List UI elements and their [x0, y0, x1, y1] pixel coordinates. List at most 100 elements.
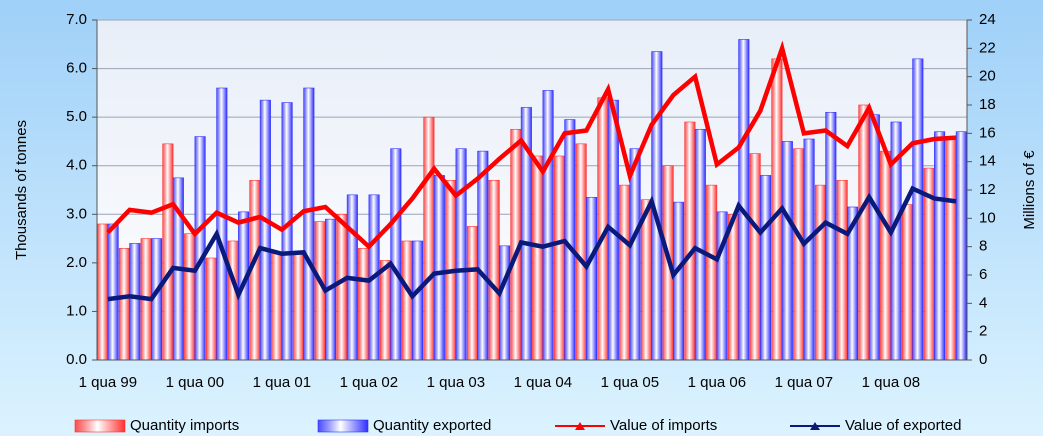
- bar: [803, 138, 815, 361]
- y2-tick-label: 10: [979, 209, 996, 226]
- y2-tick-label: 16: [979, 124, 996, 141]
- y2-tick-label: 0: [979, 351, 987, 368]
- legend-swatch: [317, 419, 369, 433]
- bar: [836, 179, 848, 361]
- bar: [336, 213, 348, 361]
- bar: [303, 87, 315, 361]
- bar: [781, 141, 793, 361]
- y2-tick-label: 12: [979, 181, 996, 198]
- y2-tick-label: 8: [979, 238, 987, 255]
- y2-tick-label: 22: [979, 39, 996, 56]
- bar: [793, 148, 805, 361]
- bar: [586, 196, 598, 361]
- bar: [912, 58, 924, 361]
- y2-tick-label: 24: [979, 11, 996, 28]
- x-tick-label: 1 qua 06: [688, 374, 746, 391]
- bar: [466, 226, 478, 361]
- y-tick-label: 7.0: [66, 11, 87, 28]
- bar: [532, 155, 544, 361]
- bar: [760, 175, 772, 361]
- bar: [162, 143, 174, 361]
- x-tick-label: 1 qua 08: [862, 374, 920, 391]
- bar: [694, 128, 706, 361]
- bar: [629, 148, 641, 361]
- bar: [684, 121, 696, 361]
- y-tick-label: 1.0: [66, 302, 87, 319]
- bar: [477, 150, 489, 361]
- legend-marker: [810, 422, 820, 430]
- y2-tick-label: 6: [979, 266, 987, 283]
- bar: [814, 184, 826, 361]
- bar: [259, 99, 271, 361]
- bar: [412, 240, 424, 361]
- x-tick-label: 1 qua 99: [79, 374, 137, 391]
- bar: [205, 257, 217, 361]
- y2-tick-label: 2: [979, 323, 987, 340]
- bar: [401, 240, 413, 361]
- bar: [868, 114, 880, 361]
- bar: [619, 184, 631, 361]
- legend-swatch: [74, 419, 126, 433]
- bar: [825, 111, 837, 361]
- x-tick-label: 1 qua 05: [601, 374, 659, 391]
- x-tick-label: 1 qua 00: [166, 374, 224, 391]
- plot-area: [97, 20, 967, 360]
- bar: [727, 213, 739, 361]
- bar: [455, 148, 467, 361]
- x-tick-label: 1 qua 03: [427, 374, 485, 391]
- bar: [129, 243, 141, 361]
- line-series: [106, 40, 957, 250]
- bar: [706, 184, 718, 361]
- y-tick-label: 0.0: [66, 351, 87, 368]
- bar: [216, 87, 228, 361]
- legend-label: Value of exported: [845, 417, 961, 434]
- y-tick-label: 2.0: [66, 254, 87, 271]
- bar: [945, 136, 957, 361]
- bar: [575, 143, 587, 361]
- y2-tick-label: 4: [979, 294, 987, 311]
- bar: [194, 136, 206, 361]
- bar: [423, 116, 435, 361]
- legend-label: Quantity imports: [130, 417, 239, 434]
- legend-marker: [575, 422, 585, 430]
- bar: [118, 247, 130, 361]
- bar: [880, 150, 892, 361]
- bar: [738, 39, 750, 361]
- bar: [542, 90, 554, 361]
- bar: [107, 223, 119, 361]
- bar: [858, 104, 870, 361]
- y-axis-title: Thousands of tonnes: [13, 120, 30, 260]
- bar: [271, 252, 283, 361]
- bar: [292, 252, 304, 361]
- y2-tick-label: 20: [979, 68, 996, 85]
- bar: [97, 223, 109, 361]
- y2-axis-title: Millions of €: [1021, 150, 1038, 230]
- y-tick-label: 4.0: [66, 157, 87, 174]
- y2-tick-label: 14: [979, 153, 996, 170]
- bar: [488, 179, 500, 361]
- bar: [390, 148, 402, 361]
- y2-tick-label: 18: [979, 96, 996, 113]
- bar: [553, 155, 565, 361]
- bar: [749, 153, 761, 361]
- bar: [184, 233, 196, 361]
- bar: [499, 245, 511, 361]
- x-tick-label: 1 qua 07: [775, 374, 833, 391]
- bar: [934, 131, 946, 361]
- legend-label: Value of imports: [610, 417, 717, 434]
- y-tick-label: 6.0: [66, 60, 87, 77]
- x-tick-label: 1 qua 01: [253, 374, 311, 391]
- bar: [379, 260, 391, 361]
- bar: [673, 201, 685, 361]
- bar: [358, 247, 370, 361]
- y-tick-label: 5.0: [66, 108, 87, 125]
- bar: [433, 175, 445, 361]
- legend-label: Quantity exported: [373, 417, 491, 434]
- bar: [227, 240, 239, 361]
- line-series: [107, 185, 957, 302]
- y-tick-label: 3.0: [66, 205, 87, 222]
- bar: [901, 204, 913, 361]
- bar: [955, 131, 967, 361]
- x-tick-label: 1 qua 02: [340, 374, 398, 391]
